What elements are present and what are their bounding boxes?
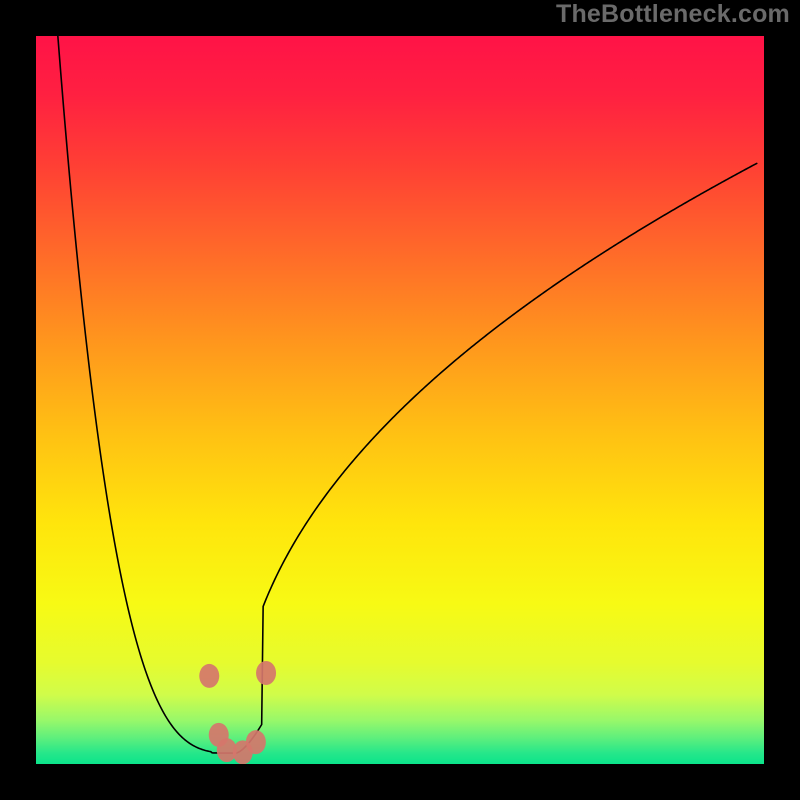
watermark-text: TheBottleneck.com (556, 0, 790, 29)
plot-area (36, 36, 764, 764)
data-marker (256, 661, 276, 685)
data-marker (246, 730, 266, 754)
data-marker (199, 664, 219, 688)
marker-cluster (199, 661, 276, 764)
bottleneck-curve (58, 36, 757, 753)
chart-overlay (36, 36, 764, 764)
chart-container: TheBottleneck.com (0, 0, 800, 800)
